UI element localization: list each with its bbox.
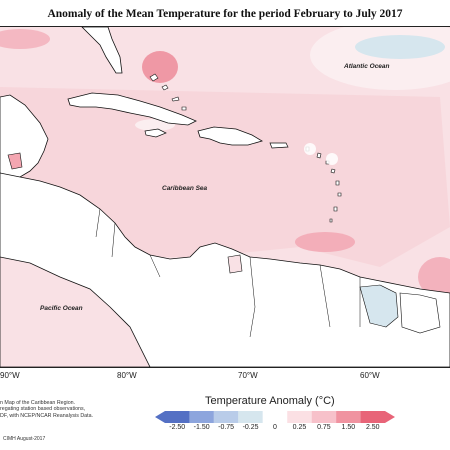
colorbar-tick-label: -2.50: [169, 424, 186, 431]
legend-title: Temperature Anomaly (°C): [205, 395, 335, 407]
colorbar-tick-label: -0.25: [242, 424, 259, 431]
puerto-rico: [269, 142, 289, 149]
atlantic-cool-patch: [355, 35, 445, 59]
suriname: [399, 292, 441, 334]
guyana-cool-patch: [359, 284, 399, 328]
trinidad-warm-patch: [295, 232, 355, 252]
colorbar-segment: [189, 411, 214, 423]
colorbar-segment: [336, 411, 361, 423]
longitude-label-80: 80°W: [117, 371, 137, 380]
colorbar-tick-label: 1.50: [341, 424, 356, 431]
florida: [81, 27, 123, 74]
colorbar-tick-label: -1.50: [193, 424, 210, 431]
anomaly-map: [0, 26, 450, 368]
credit-line-1: n Map of the Caribbean Region.: [0, 400, 76, 406]
credit-line-2: regating station based observations,: [0, 406, 86, 413]
colorbar: [155, 411, 395, 423]
colorbar-segment: [311, 411, 337, 423]
colorbar-segment: [287, 411, 312, 423]
island-light-halo-2: [326, 153, 338, 165]
hispaniola: [197, 126, 263, 146]
colorbar-tick-label: -0.75: [218, 424, 235, 431]
colorbar-segment: [360, 411, 385, 423]
bahamas-warm-patch: [142, 51, 178, 83]
credit-line-3: DF, with NCEP/NCAR Reanalysis Data.: [0, 412, 94, 419]
atlantic-ocean-label: Atlantic Ocean: [344, 63, 390, 70]
map-title: Anomaly of the Mean Temperature for the …: [47, 8, 403, 20]
lake-maracaibo: [227, 254, 243, 274]
cuba: [67, 92, 197, 126]
country-borders: [95, 208, 361, 338]
colorbar-right-arrow: [385, 411, 395, 423]
longitude-label-70: 70°W: [238, 371, 258, 380]
colorbar-tick-label: 0.25: [292, 424, 307, 431]
colorbar-segment: [165, 411, 190, 423]
colorbar-tick-label: 0: [273, 424, 277, 431]
map-credits: n Map of the Caribbean Region. regating …: [0, 400, 110, 419]
colorbar-segment: [262, 411, 288, 423]
longitude-label-60: 60°W: [360, 371, 380, 380]
credit-date: CIMH August-2017: [3, 436, 46, 442]
colorbar-tick-label: 2.50: [365, 424, 380, 431]
colorbar-tick-label: 0.75: [317, 424, 331, 431]
island-light-halo: [304, 143, 316, 155]
colorbar-segment: [213, 411, 239, 423]
longitude-label-90: 90°W: [0, 371, 20, 380]
caribbean-sea-label: Caribbean Sea: [162, 185, 208, 192]
colorbar-left-arrow: [155, 411, 165, 423]
jamaica: [144, 128, 167, 138]
belize: [7, 152, 23, 170]
pacific-ocean-label: Pacific Ocean: [40, 305, 83, 312]
bahamas: [149, 73, 187, 111]
map-canvas: [0, 27, 450, 367]
gulf-warm-patch: [0, 29, 50, 49]
guiana-warm-patch: [418, 257, 450, 297]
pacific-ocean: [0, 256, 151, 367]
colorbar-segment: [238, 411, 263, 423]
